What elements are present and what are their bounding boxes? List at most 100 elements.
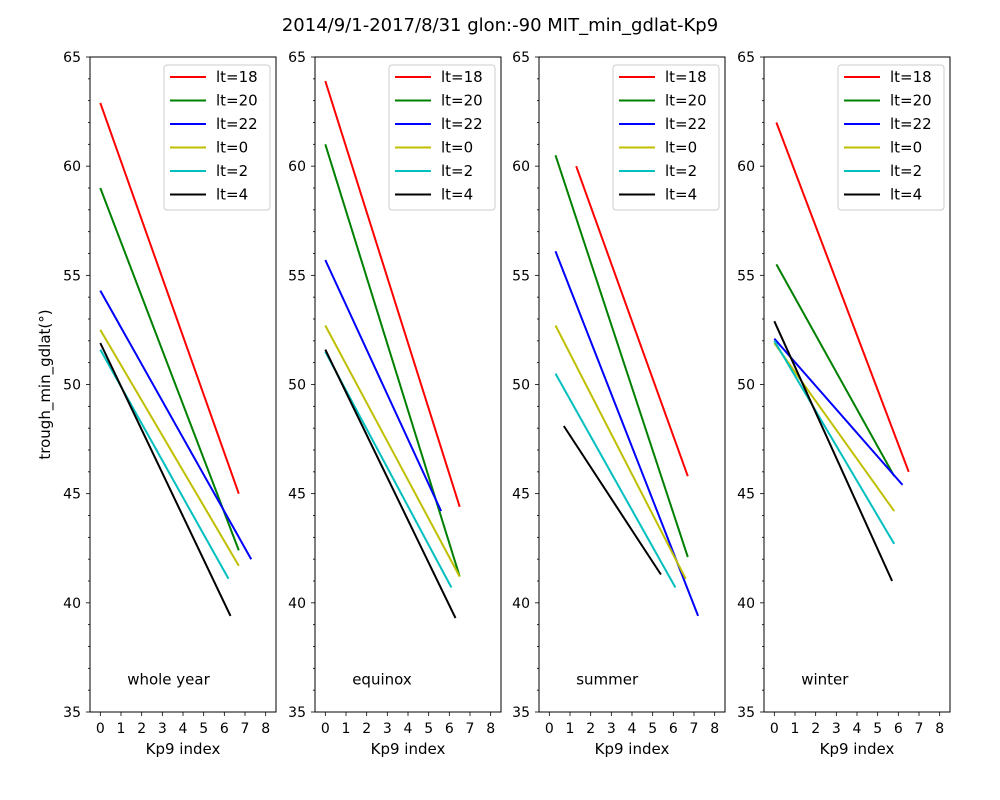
series-line-lt-4 (324, 349, 457, 619)
series-line-lt-0 (99, 329, 240, 567)
x-tick-label: 5 (648, 721, 657, 737)
y-tick-label: 50 (63, 378, 81, 394)
y-tick-label: 45 (512, 487, 530, 503)
legend-label: lt=4 (665, 186, 697, 204)
series-line-lt-4 (99, 342, 232, 617)
series-line-lt-0 (773, 342, 896, 512)
legend: lt=18 lt=20 lt=22 lt=0 lt=2 lt=4 (163, 64, 271, 211)
y-tick-label: 55 (737, 268, 755, 284)
x-tick-label: 2 (586, 721, 595, 737)
axes-frame (314, 56, 502, 713)
legend-label: lt=20 (216, 92, 258, 110)
season-label: summer (576, 670, 639, 688)
y-tick-label: 40 (63, 596, 81, 612)
x-tick-label: 0 (321, 721, 330, 737)
x-axis-label: Kp9 index (146, 740, 221, 758)
y-tick-label: 40 (737, 596, 755, 612)
series-line-lt-18 (324, 80, 461, 508)
x-tick-label: 7 (915, 721, 924, 737)
x-tick-label: 3 (832, 721, 841, 737)
legend-label: lt=0 (216, 139, 248, 157)
y-tick-label: 50 (288, 378, 306, 394)
x-tick-label: 1 (117, 721, 126, 737)
series-line-lt-20 (554, 154, 689, 558)
x-tick-label: 5 (199, 721, 208, 737)
y-tick-label: 45 (63, 487, 81, 503)
series-line-lt-22 (99, 290, 253, 560)
y-tick-label: 55 (288, 268, 306, 284)
series-line-lt-22 (773, 337, 904, 486)
y-tick-label: 65 (63, 50, 81, 66)
x-tick-label: 3 (158, 721, 167, 737)
y-tick-label: 55 (512, 268, 530, 284)
legend-label: lt=18 (216, 68, 258, 86)
y-tick-label: 60 (512, 159, 530, 175)
y-tick-label: 65 (512, 50, 530, 66)
x-tick-label: 8 (261, 721, 270, 737)
series-line-lt-4 (773, 320, 894, 582)
x-tick-label: 8 (935, 721, 944, 737)
legend-label: lt=18 (890, 68, 932, 86)
x-tick-label: 2 (811, 721, 820, 737)
legend-label: lt=18 (441, 68, 483, 86)
y-axis-label: trough_min_gdlat(°) (36, 309, 55, 459)
y-tick-label: 35 (288, 705, 306, 721)
x-tick-label: 7 (690, 721, 699, 737)
legend-label: lt=2 (441, 162, 473, 180)
series-line-lt-2 (554, 373, 677, 588)
y-tick-label: 35 (512, 705, 530, 721)
y-tick-label: 45 (288, 487, 306, 503)
x-axis-label: Kp9 index (371, 740, 446, 758)
legend-label: lt=20 (890, 92, 932, 110)
y-tick-label: 35 (737, 705, 755, 721)
y-tick-label: 50 (737, 378, 755, 394)
y-tick-label: 65 (288, 50, 306, 66)
x-axis-label: Kp9 index (820, 740, 895, 758)
season-label: whole year (127, 670, 210, 688)
x-tick-label: 4 (628, 721, 637, 737)
x-tick-label: 6 (669, 721, 678, 737)
x-tick-label: 8 (710, 721, 719, 737)
x-tick-label: 0 (770, 721, 779, 737)
series-line-lt-22 (324, 259, 443, 512)
figure-title: 2014/9/1-2017/8/31 glon:-90 MIT_min_gdla… (282, 15, 718, 36)
legend: lt=18 lt=20 lt=22 lt=0 lt=2 lt=4 (837, 64, 945, 211)
series-line-lt-20 (99, 187, 240, 551)
x-tick-label: 6 (220, 721, 229, 737)
x-tick-label: 0 (545, 721, 554, 737)
legend-label: lt=0 (665, 139, 697, 157)
axes-frame (89, 56, 277, 713)
season-label: winter (801, 670, 849, 688)
axes-frame (763, 56, 951, 713)
y-tick-label: 50 (512, 378, 530, 394)
y-tick-label: 55 (63, 268, 81, 284)
series-line-lt-20 (775, 263, 896, 477)
series-line-lt-0 (554, 325, 687, 580)
series-line-lt-18 (575, 165, 689, 477)
legend-label: lt=2 (890, 162, 922, 180)
x-tick-label: 4 (179, 721, 188, 737)
x-tick-label: 7 (241, 721, 250, 737)
legend: lt=18 lt=20 lt=22 lt=0 lt=2 lt=4 (612, 64, 720, 211)
legend-label: lt=18 (665, 68, 707, 86)
y-tick-label: 60 (288, 159, 306, 175)
x-tick-label: 4 (404, 721, 413, 737)
y-tick-label: 60 (63, 159, 81, 175)
x-axis-label: Kp9 index (595, 740, 670, 758)
legend-label: lt=4 (441, 186, 473, 204)
x-tick-label: 5 (424, 721, 433, 737)
y-tick-label: 40 (288, 596, 306, 612)
y-tick-label: 35 (63, 705, 81, 721)
legend-label: lt=0 (441, 139, 473, 157)
x-tick-label: 3 (607, 721, 616, 737)
x-tick-label: 2 (362, 721, 371, 737)
x-tick-label: 4 (853, 721, 862, 737)
y-tick-label: 45 (737, 487, 755, 503)
x-tick-label: 2 (137, 721, 146, 737)
y-tick-label: 40 (512, 596, 530, 612)
series-line-lt-18 (99, 102, 240, 495)
